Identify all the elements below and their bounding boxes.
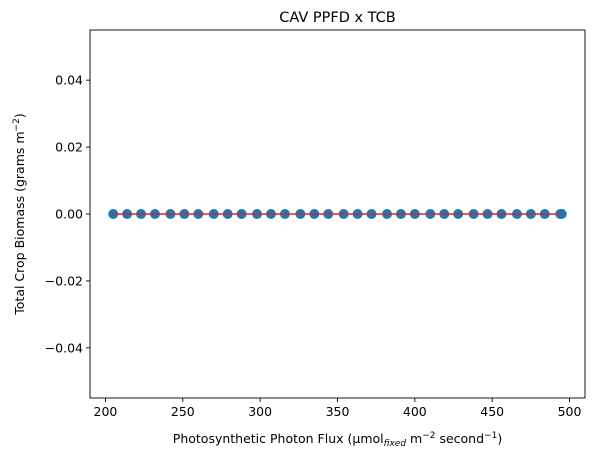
x-tick-label: 450	[480, 404, 504, 419]
x-tick-label: 200	[94, 404, 118, 419]
chart-title: CAV PPFD x TCB	[279, 10, 396, 26]
x-label-sup1: −2	[422, 431, 435, 441]
y-tick-label: 0.00	[55, 207, 83, 222]
x-tick-label: 250	[171, 404, 195, 419]
x-tick-label: 400	[403, 404, 427, 419]
x-tick-label: 500	[558, 404, 582, 419]
x-label-mid2: second	[435, 431, 484, 446]
x-label-prefix: Photosynthetic Photon Flux (μmol	[173, 431, 384, 446]
y-tick-label: −0.04	[45, 340, 83, 355]
x-label-subscript: fixed	[384, 439, 407, 449]
y-label-suffix: )	[12, 113, 27, 118]
y-label-sup: −2	[12, 118, 22, 131]
y-label-prefix: Total Crop Biomass (grams m	[12, 131, 27, 315]
x-tick-label: 350	[326, 404, 350, 419]
x-tick-label: 300	[248, 404, 272, 419]
x-label-mid: m	[406, 431, 422, 446]
x-label-sup2: −1	[484, 431, 497, 441]
y-tick-label: −0.02	[45, 273, 83, 288]
x-label-suffix: )	[497, 431, 502, 446]
y-tick-label: 0.04	[55, 73, 83, 88]
y-tick-label: 0.02	[55, 140, 83, 155]
y-axis-label: Total Crop Biomass (grams m−2)	[12, 113, 27, 315]
